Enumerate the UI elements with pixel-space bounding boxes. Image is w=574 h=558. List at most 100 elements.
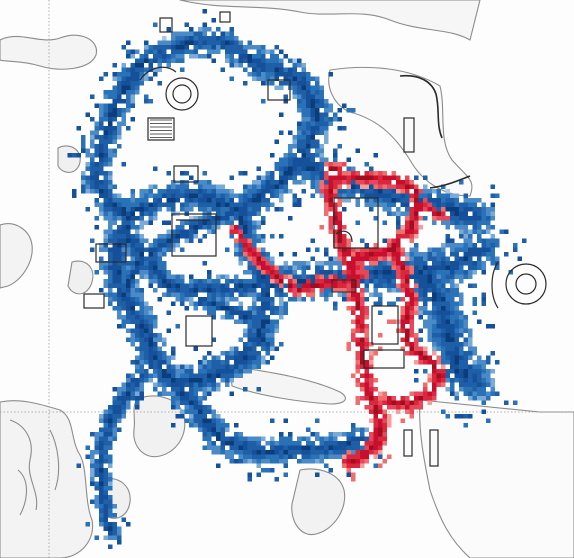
heat-cell-blue xyxy=(130,288,135,293)
heat-cell-blue xyxy=(108,409,113,414)
heat-cell-red xyxy=(342,459,347,464)
heat-cell-blue xyxy=(103,130,108,135)
heat-cell-blue xyxy=(216,450,221,455)
heat-cell-blue xyxy=(103,292,108,297)
heat-cell-blue xyxy=(279,162,284,167)
heat-cell-blue xyxy=(112,418,117,423)
heat-cell-blue xyxy=(409,252,414,257)
heat-cell-blue xyxy=(463,211,468,216)
heat-cell-blue xyxy=(441,306,446,311)
heat-cell-red xyxy=(369,247,374,252)
heat-cell-blue xyxy=(153,216,158,221)
heat-cell-red xyxy=(423,207,428,212)
heat-cell-blue xyxy=(184,405,189,410)
heat-cell-blue xyxy=(477,211,482,216)
heat-cell-blue xyxy=(225,49,230,54)
heat-cell-blue xyxy=(234,355,239,360)
heat-cell-blue xyxy=(85,162,90,167)
heat-cell-blue xyxy=(103,441,108,446)
heat-cell-blue xyxy=(198,36,203,41)
heat-cell-red xyxy=(409,265,414,270)
heat-cell-blue xyxy=(157,274,162,279)
heat-cell-blue xyxy=(472,387,477,392)
heat-cell-blue xyxy=(243,328,248,333)
heat-cell-blue xyxy=(193,378,198,383)
heat-cell-blue xyxy=(126,49,131,54)
heat-cell-blue xyxy=(126,247,131,252)
heat-cell-blue xyxy=(445,369,450,374)
heat-cell-blue xyxy=(333,261,338,266)
heat-cell-red xyxy=(360,247,365,252)
heat-cell-blue xyxy=(121,45,126,50)
heat-cell-blue xyxy=(486,247,491,252)
heat-cell-blue xyxy=(409,261,414,266)
heat-cell-blue xyxy=(189,27,194,32)
heat-cell-red xyxy=(265,261,270,266)
heat-cell-blue xyxy=(171,391,176,396)
heat-cell-red xyxy=(400,324,405,329)
heat-cell-blue xyxy=(229,391,234,396)
heat-cell-blue xyxy=(126,373,131,378)
heat-cell-blue xyxy=(265,279,270,284)
heat-cell-red xyxy=(414,360,419,365)
heat-cell-blue xyxy=(292,153,297,158)
heat-cell-blue xyxy=(445,198,450,203)
heat-cell-blue xyxy=(166,292,171,297)
heat-cell-blue xyxy=(121,63,126,68)
heat-cell-blue xyxy=(130,297,135,302)
heat-cell-blue xyxy=(315,472,320,477)
heat-cell-blue xyxy=(234,243,239,248)
heat-cell-blue xyxy=(459,382,464,387)
heat-cell-blue xyxy=(112,117,117,122)
heat-cell-blue xyxy=(81,175,86,180)
heat-cell-blue xyxy=(144,40,149,45)
heat-cell-blue xyxy=(315,270,320,275)
heat-cell-blue xyxy=(207,405,212,410)
heat-cell-red xyxy=(364,324,369,329)
heat-cell-blue xyxy=(387,274,392,279)
heat-cell-blue xyxy=(108,292,113,297)
heat-cell-blue xyxy=(103,517,108,522)
heat-cell-blue xyxy=(148,211,153,216)
heat-cell-blue xyxy=(247,270,252,275)
heat-cell-red xyxy=(423,202,428,207)
rock-bottom-right xyxy=(291,468,346,536)
cliff-bottom-right xyxy=(419,399,574,558)
heat-cell-red xyxy=(355,351,360,356)
heat-cell-blue xyxy=(189,207,194,212)
heat-cell-blue xyxy=(130,220,135,225)
heat-cell-blue xyxy=(360,432,365,437)
heat-cell-blue xyxy=(279,310,284,315)
heat-cell-blue xyxy=(130,265,135,270)
heat-cell-blue xyxy=(324,135,329,140)
heat-cell-blue xyxy=(153,202,158,207)
heat-cell-blue xyxy=(270,297,275,302)
heat-cell-red xyxy=(382,175,387,180)
heat-cell-blue xyxy=(252,342,257,347)
heat-cell-blue xyxy=(153,369,158,374)
heat-cell-blue xyxy=(261,63,266,68)
heat-cell-red xyxy=(252,247,257,252)
heat-cell-blue xyxy=(468,274,473,279)
heat-cell-blue xyxy=(459,373,464,378)
heat-cell-red xyxy=(427,355,432,360)
heat-cell-red xyxy=(400,265,405,270)
heat-cell-blue xyxy=(378,310,383,315)
heat-cell-blue xyxy=(436,315,441,320)
heat-cell-red xyxy=(400,418,405,423)
heat-cell-blue xyxy=(103,234,108,239)
heat-cell-red xyxy=(378,427,383,432)
heat-cell-blue xyxy=(468,220,473,225)
heat-cell-blue xyxy=(121,117,126,122)
heat-cell-blue xyxy=(121,414,126,419)
heat-cell-blue xyxy=(211,198,216,203)
heat-cell-blue xyxy=(198,27,203,32)
heat-cell-blue xyxy=(351,193,356,198)
heat-cell-blue xyxy=(423,324,428,329)
heat-cell-blue xyxy=(180,387,185,392)
heat-cell-blue xyxy=(495,193,500,198)
heat-cell-blue xyxy=(121,234,126,239)
heat-cell-blue xyxy=(148,220,153,225)
heat-cell-blue xyxy=(229,351,234,356)
